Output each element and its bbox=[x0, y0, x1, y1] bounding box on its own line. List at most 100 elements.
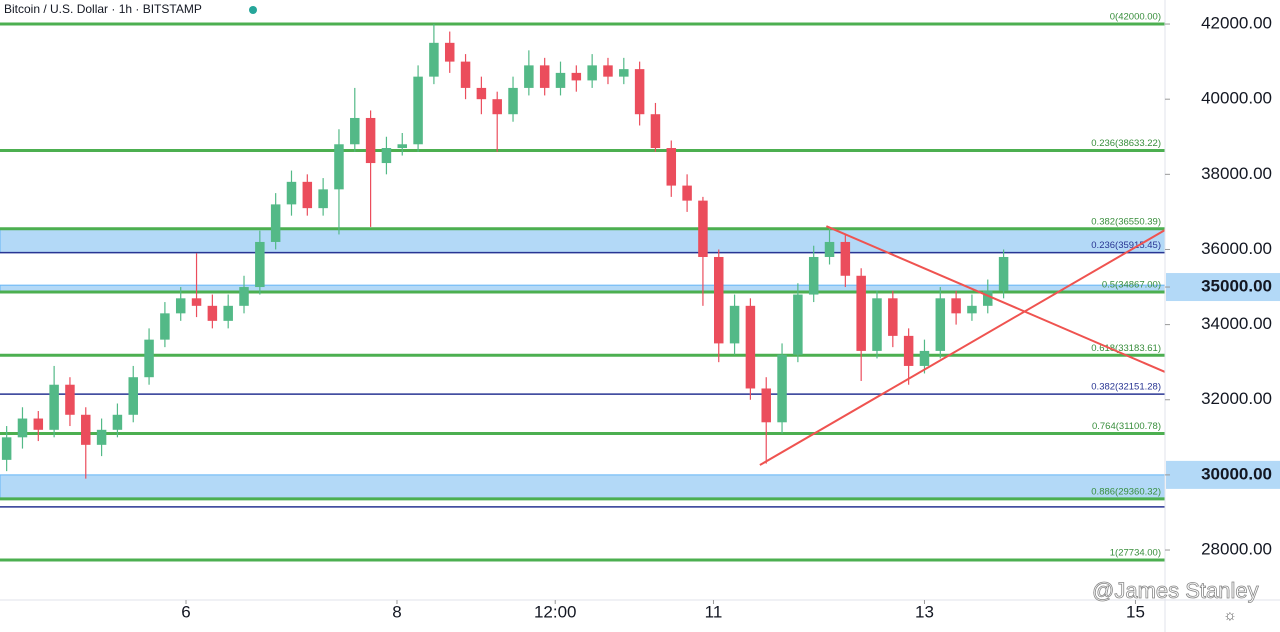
zone bbox=[0, 474, 1166, 500]
candle-body bbox=[951, 298, 961, 314]
candle-body bbox=[682, 185, 692, 201]
candle-body bbox=[128, 377, 138, 415]
level-label: 1(27734.00) bbox=[1110, 548, 1161, 559]
candle-body bbox=[239, 287, 249, 306]
candle-body bbox=[619, 69, 629, 77]
candle-body bbox=[524, 65, 534, 88]
trendline bbox=[759, 229, 1166, 466]
y-tick-label: 40000.00 bbox=[1201, 89, 1272, 108]
x-tick-label: 11 bbox=[705, 602, 723, 621]
candle-body bbox=[476, 87, 487, 100]
candle-body bbox=[302, 181, 313, 209]
y-tick-label: 34000.00 bbox=[1201, 314, 1272, 333]
candle-body bbox=[255, 241, 265, 288]
candle-body bbox=[856, 275, 866, 351]
candle-body bbox=[460, 61, 471, 88]
level-label: 0.764(31100.78) bbox=[1092, 421, 1161, 432]
candle-body bbox=[96, 429, 107, 445]
candle-body bbox=[444, 42, 455, 62]
candle-body bbox=[761, 388, 771, 423]
candle-body bbox=[777, 354, 787, 423]
candle-body bbox=[65, 384, 75, 415]
settings-icon[interactable]: ☼ bbox=[1223, 607, 1237, 624]
candle-body bbox=[729, 305, 740, 344]
y-tick-highlight bbox=[1166, 273, 1280, 302]
candle-body bbox=[492, 99, 502, 115]
candle-body bbox=[175, 298, 186, 314]
x-tick-label: 12:00 bbox=[534, 602, 577, 621]
candle-body bbox=[144, 339, 154, 378]
candle-body bbox=[793, 294, 803, 355]
candle-body bbox=[270, 204, 281, 242]
candle-body bbox=[808, 256, 819, 295]
candle-body bbox=[112, 414, 123, 430]
candle-body bbox=[935, 298, 946, 351]
trendline bbox=[825, 225, 1166, 373]
candle-body bbox=[334, 144, 344, 190]
candle-body bbox=[223, 305, 233, 321]
x-tick-label: 15 bbox=[1126, 602, 1145, 621]
y-tick-label: 30000.00 bbox=[1201, 464, 1272, 483]
level-label: 0.5(34867.00) bbox=[1102, 280, 1161, 291]
y-tick-label: 42000.00 bbox=[1201, 14, 1272, 33]
zone bbox=[0, 228, 1166, 254]
level-label: 0.618(33183.61) bbox=[1091, 343, 1161, 354]
level-label: 0.382(36550.39) bbox=[1091, 216, 1161, 227]
candle-body bbox=[49, 384, 59, 430]
level-label: 0.382(32151.28) bbox=[1091, 382, 1161, 393]
candle-body bbox=[919, 350, 930, 366]
plot-area: 0(42000.00) 0.236(38633.22) 0.382(36550.39… bbox=[0, 12, 1166, 562]
x-tick-label: 13 bbox=[915, 602, 934, 621]
y-tick-label: 38000.00 bbox=[1201, 164, 1272, 183]
candle-body bbox=[888, 298, 898, 336]
y-tick-label: 36000.00 bbox=[1201, 239, 1272, 258]
candle-body bbox=[571, 72, 582, 81]
candle-body bbox=[824, 241, 835, 257]
candle-body bbox=[587, 65, 597, 81]
candle-body bbox=[286, 181, 297, 205]
level-label: 0.236(38633.22) bbox=[1091, 138, 1161, 149]
candle-body bbox=[998, 256, 1009, 291]
candle-body bbox=[555, 72, 566, 88]
candle-body bbox=[745, 305, 756, 389]
candle-body bbox=[1, 437, 12, 460]
candle-body bbox=[17, 418, 28, 438]
candle-body bbox=[33, 418, 44, 430]
candle-body bbox=[191, 298, 202, 306]
y-tick-highlight bbox=[1166, 460, 1280, 489]
candle-body bbox=[350, 117, 360, 145]
x-tick-label: 6 bbox=[181, 602, 190, 621]
candle-body bbox=[650, 114, 661, 149]
candle-body bbox=[666, 148, 677, 186]
candle-body bbox=[81, 414, 91, 445]
level-label: 0(42000.00) bbox=[1110, 12, 1161, 23]
y-tick-label: 32000.00 bbox=[1201, 389, 1272, 408]
candle-body bbox=[714, 256, 724, 344]
y-tick-label: 28000.00 bbox=[1201, 540, 1272, 559]
candle-body bbox=[381, 148, 392, 164]
level-label: 0.236(35915.45) bbox=[1091, 240, 1161, 251]
level-label: 0.886(29360.32) bbox=[1091, 486, 1161, 497]
candle-body bbox=[603, 65, 613, 77]
candle-body bbox=[840, 241, 851, 276]
candle-body bbox=[967, 305, 977, 314]
y-tick-label: 35000.00 bbox=[1201, 277, 1272, 296]
candle-body bbox=[318, 189, 328, 209]
chart-title: Bitcoin / U.S. Dollar · 1h · BITSTAMP bbox=[4, 2, 202, 16]
candle-body bbox=[413, 76, 423, 145]
candle-body bbox=[698, 200, 708, 257]
candle-body bbox=[207, 305, 218, 321]
candle-body bbox=[397, 144, 408, 149]
status-dot bbox=[249, 6, 257, 14]
candle-body bbox=[429, 42, 439, 77]
watermark: @James Stanley bbox=[1092, 578, 1259, 603]
candle-body bbox=[872, 298, 882, 351]
candle-body bbox=[539, 65, 550, 88]
candle-body bbox=[508, 87, 518, 115]
candle-body bbox=[634, 69, 645, 115]
candle-body bbox=[365, 117, 376, 164]
candle-body bbox=[903, 335, 914, 366]
x-tick-label: 8 bbox=[392, 602, 401, 621]
candle-body bbox=[983, 290, 993, 306]
